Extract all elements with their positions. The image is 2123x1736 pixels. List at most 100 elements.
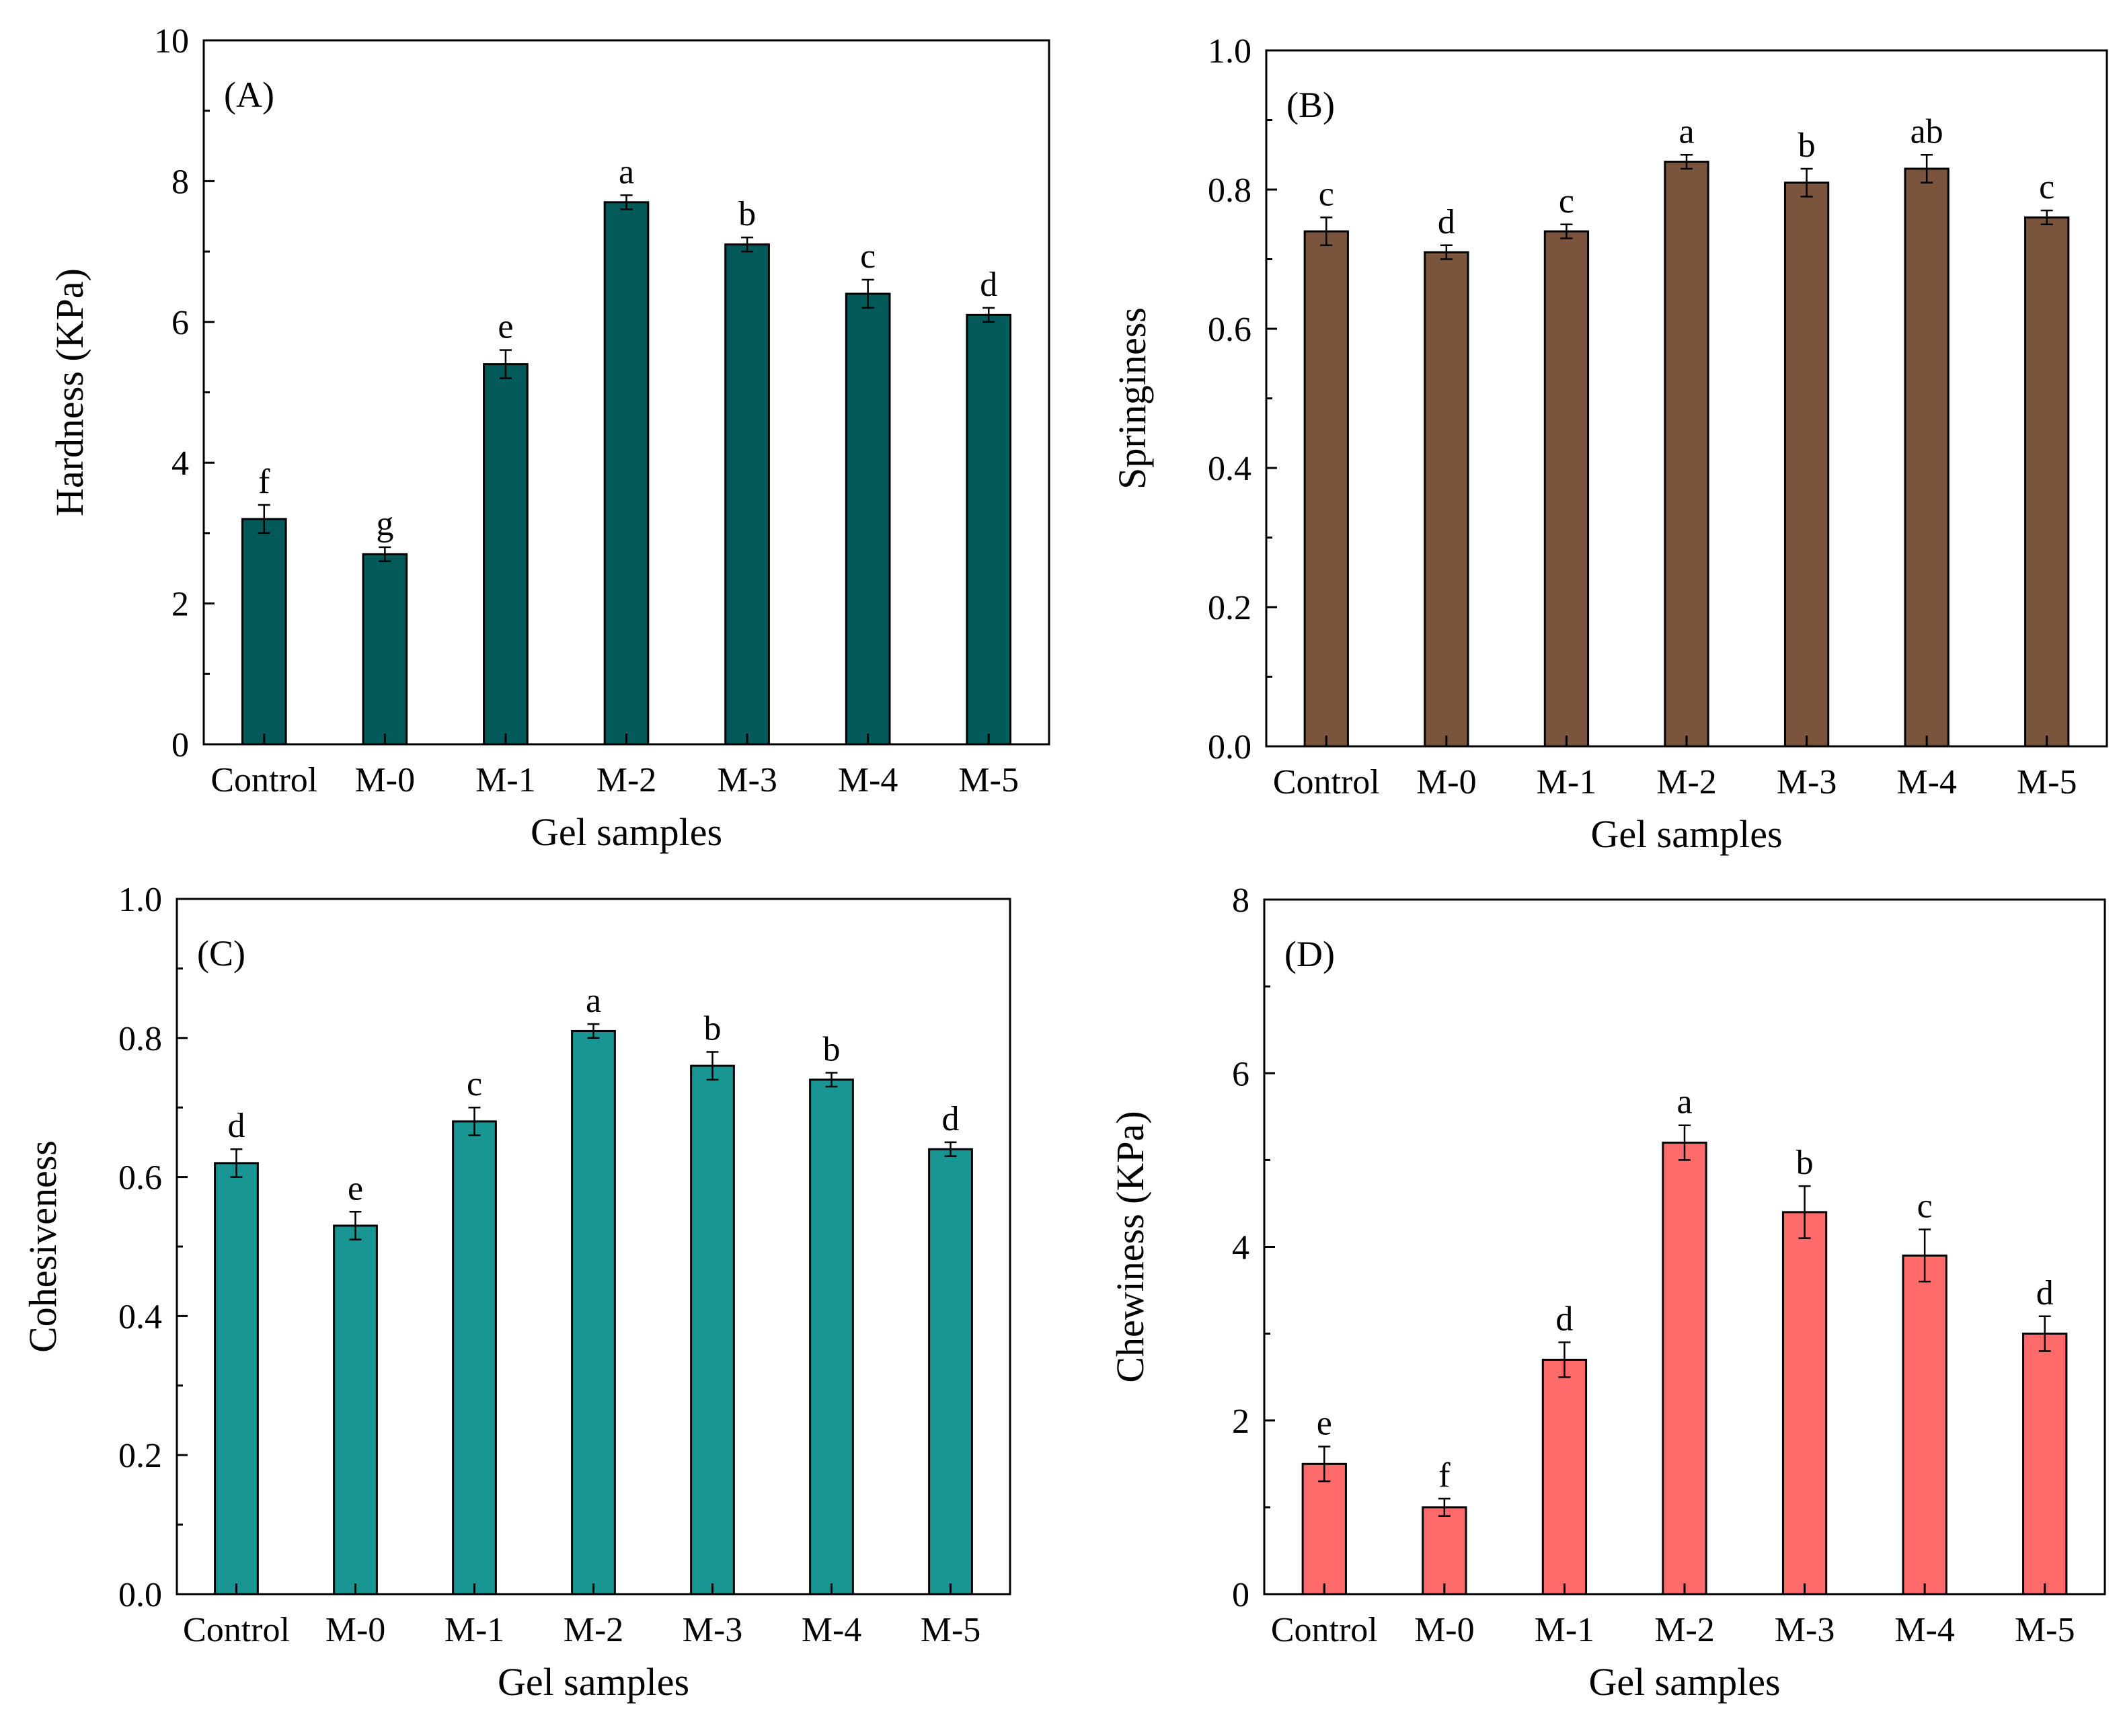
x-tick-label: M-4 <box>802 1611 862 1649</box>
y-tick-label: 0 <box>1232 1576 1249 1614</box>
y-tick-label: 0.6 <box>1208 311 1251 349</box>
x-tick-label: M-3 <box>1777 763 1837 801</box>
x-tick-label: M-0 <box>1416 763 1477 801</box>
x-tick-label: M-1 <box>445 1611 505 1649</box>
panel-label: (D) <box>1284 934 1335 974</box>
y-tick-label: 2 <box>171 586 189 624</box>
y-axis-title: Springiness <box>1110 307 1154 489</box>
y-tick-label: 0.4 <box>1208 450 1251 488</box>
significance-letter: b <box>738 195 756 233</box>
y-tick-label: 0 <box>171 726 189 764</box>
significance-letter: d <box>2036 1274 2054 1312</box>
y-tick-label: 6 <box>171 304 189 342</box>
bar-m-0 <box>1424 251 1469 748</box>
x-tick-label: M-1 <box>1535 1611 1595 1649</box>
significance-letter: a <box>1676 1083 1692 1121</box>
bar-m-1 <box>483 363 529 746</box>
x-tick-label: M-3 <box>717 761 777 799</box>
bar-m-2 <box>1662 1142 1707 1595</box>
bar-m-1 <box>1541 1358 1588 1595</box>
y-tick-label: 8 <box>1232 881 1249 920</box>
x-tick-label: M-5 <box>921 1611 981 1649</box>
bar-control <box>214 1162 259 1595</box>
significance-letter: a <box>1678 112 1694 151</box>
y-tick-label: 4 <box>171 444 189 483</box>
bar-m-2 <box>571 1029 616 1595</box>
y-tick-label: 0.2 <box>118 1437 162 1475</box>
significance-letter: d <box>980 266 997 304</box>
bar-control <box>241 518 287 746</box>
bar-m-4 <box>845 292 891 746</box>
bar-m-5 <box>966 313 1012 746</box>
x-tick-label: M-2 <box>1654 1611 1715 1649</box>
x-tick-label: M-1 <box>475 761 536 799</box>
significance-letter: d <box>942 1100 960 1138</box>
panel-c: d Control e M-0 c M-1 a M-2 b M-3 b M-4 d M-5 0.0 0.2 0.… <box>21 881 1011 1704</box>
panel-a: f Control g M-0 e M-1 a M-2 b M-3 c M-4 d M-5 0 2 4 6 8 10 (… <box>48 22 1050 854</box>
bar-m-3 <box>724 243 770 746</box>
bar-m-2 <box>603 201 650 746</box>
x-axis-title: Gel samples <box>1590 812 1782 856</box>
y-tick-label: 6 <box>1232 1055 1249 1093</box>
x-tick-label: M-2 <box>596 761 657 799</box>
significance-letter: e <box>1317 1404 1332 1442</box>
bar-m-5 <box>928 1148 973 1595</box>
bar-m-4 <box>1902 1254 1947 1595</box>
bar-control <box>1301 1462 1347 1595</box>
y-tick-label: 2 <box>1232 1403 1249 1441</box>
x-tick-label: M-2 <box>564 1611 624 1649</box>
bar-m-3 <box>1781 1211 1828 1595</box>
significance-letter: g <box>376 505 393 543</box>
significance-letter: b <box>1796 1144 1814 1182</box>
y-tick-label: 0.0 <box>1208 728 1251 766</box>
plot-frame <box>1265 49 2108 748</box>
bar-m-0 <box>362 553 408 746</box>
y-tick-label: 4 <box>1232 1229 1249 1267</box>
plot-frame <box>176 898 1011 1595</box>
bar-m-4 <box>1904 167 1950 748</box>
panel-label: (C) <box>197 933 245 974</box>
x-axis-title: Gel samples <box>531 810 722 854</box>
plot-frame <box>1263 898 2106 1595</box>
x-tick-label: Control <box>1271 1611 1378 1649</box>
y-tick-label: 8 <box>171 163 189 201</box>
significance-letter: ab <box>1910 112 1943 151</box>
bar-m-1 <box>452 1120 497 1595</box>
y-tick-label: 10 <box>154 22 189 61</box>
bar-m-0 <box>333 1224 378 1595</box>
panel-label: (B) <box>1286 85 1335 125</box>
y-axis-title: Chewiness (KPa) <box>1108 1111 1152 1382</box>
x-tick-label: M-3 <box>1775 1611 1835 1649</box>
bar-m-5 <box>2024 216 2070 748</box>
significance-letter: e <box>498 308 513 346</box>
x-tick-label: M-0 <box>1414 1611 1475 1649</box>
bar-m-1 <box>1543 230 1590 748</box>
significance-letter: b <box>823 1031 841 1069</box>
x-tick-label: M-4 <box>1896 763 1957 801</box>
y-tick-label: 1.0 <box>118 881 162 919</box>
y-tick-label: 0.2 <box>1208 589 1251 627</box>
x-tick-label: M-2 <box>1656 763 1717 801</box>
significance-letter: c <box>1319 175 1334 213</box>
x-tick-label: Control <box>183 1611 290 1649</box>
significance-letter: c <box>1917 1187 1933 1226</box>
x-tick-label: M-5 <box>2017 763 2077 801</box>
x-axis-title: Gel samples <box>1588 1660 1780 1704</box>
plot-frame <box>202 39 1050 746</box>
y-tick-label: 0.8 <box>118 1020 162 1058</box>
bar-m-0 <box>1422 1506 1467 1595</box>
bar-m-2 <box>1664 161 1709 748</box>
x-tick-label: M-4 <box>838 761 898 799</box>
panel-b: c Control d M-0 c M-1 a M-2 b M-3 ab M-4 c M-5 0.0 0.2 0… <box>1110 32 2108 856</box>
significance-letter: c <box>860 237 876 276</box>
significance-letter: a <box>586 982 601 1020</box>
significance-letter: a <box>619 153 634 191</box>
y-tick-label: 1.0 <box>1208 32 1251 71</box>
x-tick-label: M-1 <box>1537 763 1597 801</box>
y-axis-title: Hardness (KPa) <box>48 268 91 516</box>
x-tick-label: Control <box>1273 763 1380 801</box>
y-tick-label: 0.8 <box>1208 171 1251 210</box>
x-axis-title: Gel samples <box>498 1660 689 1704</box>
significance-letter: d <box>1555 1300 1573 1339</box>
